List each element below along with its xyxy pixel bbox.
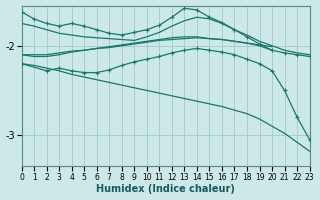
X-axis label: Humidex (Indice chaleur): Humidex (Indice chaleur)	[96, 184, 235, 194]
